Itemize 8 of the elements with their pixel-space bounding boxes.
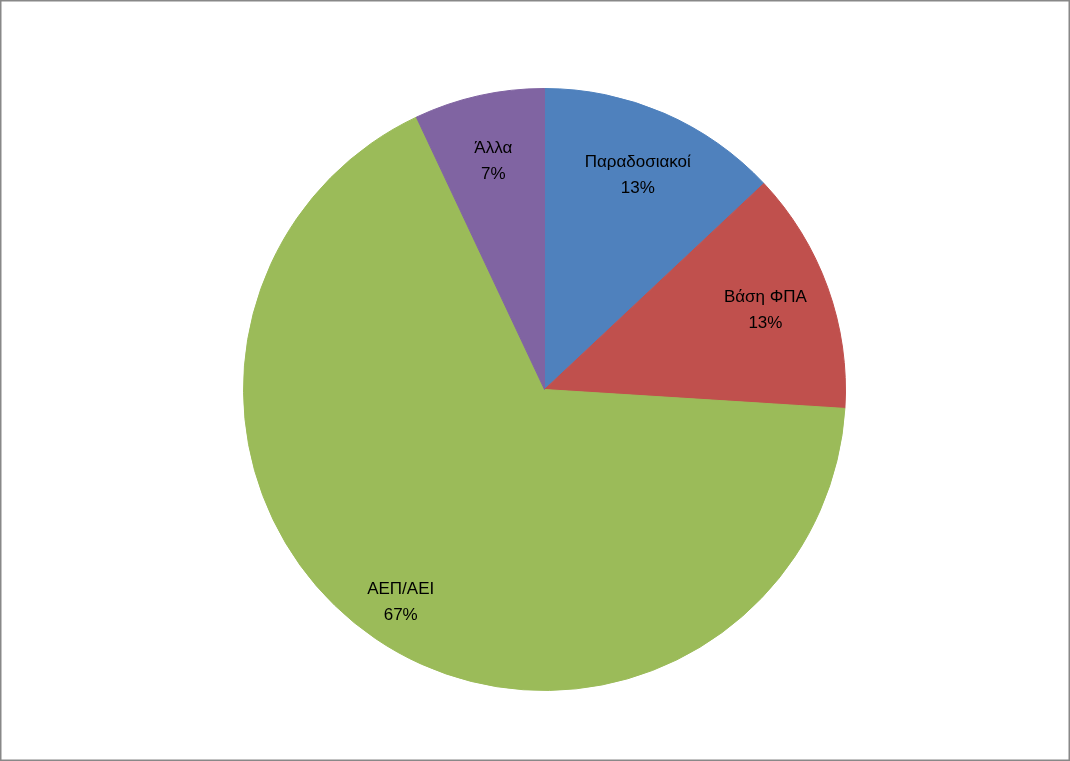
- data-label: 13%: [620, 177, 655, 197]
- slice-label: ΑΕΠ/ΑΕΙ: [367, 578, 435, 598]
- slice-label: Βάση ΦΠΑ: [723, 287, 808, 307]
- data-label: 67%: [383, 604, 418, 624]
- slice-label: Άλλα: [474, 137, 513, 157]
- data-label: 13%: [748, 313, 783, 333]
- slice-label: Παραδοσιακοί: [584, 151, 692, 171]
- data-label: 7%: [481, 163, 506, 183]
